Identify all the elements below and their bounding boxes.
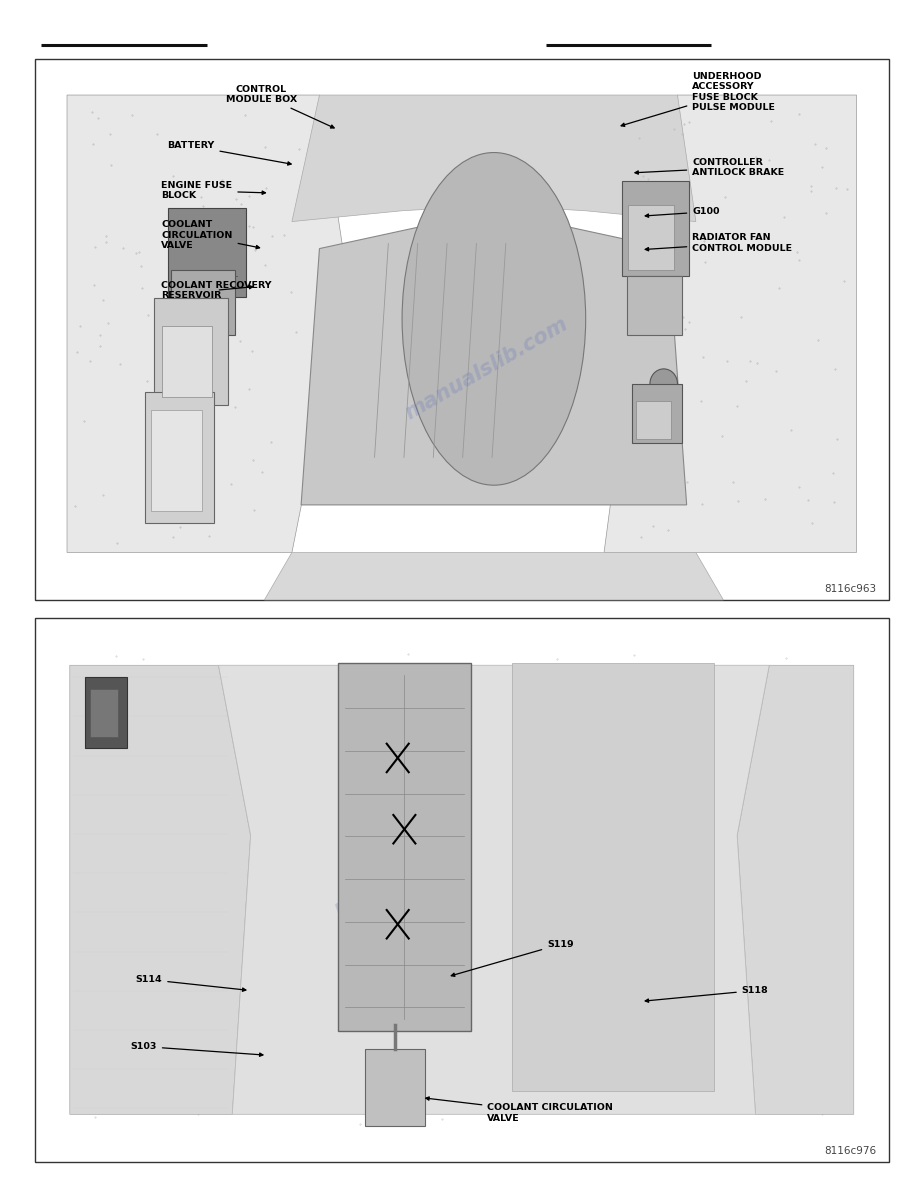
Polygon shape: [218, 665, 769, 1114]
Text: 8116c976: 8116c976: [824, 1146, 877, 1156]
Bar: [35, 618, 889, 1162]
Polygon shape: [264, 552, 723, 600]
Polygon shape: [604, 95, 856, 552]
Bar: [168, 208, 246, 297]
Text: COOLANT CIRCULATION
VALVE: COOLANT CIRCULATION VALVE: [426, 1097, 613, 1123]
Text: S118: S118: [645, 986, 768, 1003]
Bar: [151, 410, 202, 511]
Text: S119: S119: [452, 940, 574, 977]
Text: CONTROL
MODULE BOX: CONTROL MODULE BOX: [226, 84, 334, 128]
Ellipse shape: [200, 337, 211, 359]
Ellipse shape: [184, 337, 195, 359]
Bar: [338, 663, 471, 1031]
Polygon shape: [737, 665, 854, 1114]
Bar: [512, 663, 714, 1091]
Text: manualslib: manualslib: [330, 839, 452, 920]
Text: COOLANT
CIRCULATION
VALVE: COOLANT CIRCULATION VALVE: [162, 220, 260, 249]
Ellipse shape: [217, 337, 228, 359]
Bar: [636, 400, 671, 438]
Text: BATTERY: BATTERY: [167, 141, 291, 165]
Text: ENGINE FUSE
BLOCK: ENGINE FUSE BLOCK: [162, 181, 265, 201]
Polygon shape: [67, 95, 347, 552]
Bar: [171, 270, 235, 335]
Text: UNDERHOOD
ACCESSORY
FUSE BLOCK
PULSE MODULE: UNDERHOOD ACCESSORY FUSE BLOCK PULSE MOD…: [621, 71, 776, 126]
Ellipse shape: [650, 368, 677, 399]
Bar: [145, 392, 214, 523]
Text: S114: S114: [136, 975, 246, 991]
Ellipse shape: [402, 152, 586, 485]
Text: manualslib.com: manualslib.com: [401, 314, 572, 423]
Text: 8116c963: 8116c963: [824, 584, 877, 594]
Text: RADIATOR FAN
CONTROL MODULE: RADIATOR FAN CONTROL MODULE: [645, 234, 792, 253]
Text: COOLANT RECOVERY
RESERVOIR: COOLANT RECOVERY RESERVOIR: [162, 280, 272, 299]
Bar: [35, 59, 889, 600]
Text: G100: G100: [645, 208, 720, 217]
Bar: [632, 384, 682, 443]
Bar: [365, 1049, 425, 1126]
Bar: [162, 326, 212, 397]
Text: S103: S103: [130, 1042, 263, 1056]
Bar: [85, 677, 127, 748]
Bar: [627, 276, 682, 335]
Bar: [90, 689, 118, 737]
Text: CONTROLLER
ANTILOCK BRAKE: CONTROLLER ANTILOCK BRAKE: [635, 158, 785, 177]
Bar: [154, 298, 228, 405]
Polygon shape: [301, 210, 687, 505]
Polygon shape: [70, 665, 251, 1114]
Polygon shape: [292, 95, 696, 221]
Bar: [622, 181, 688, 276]
Bar: [628, 204, 674, 270]
